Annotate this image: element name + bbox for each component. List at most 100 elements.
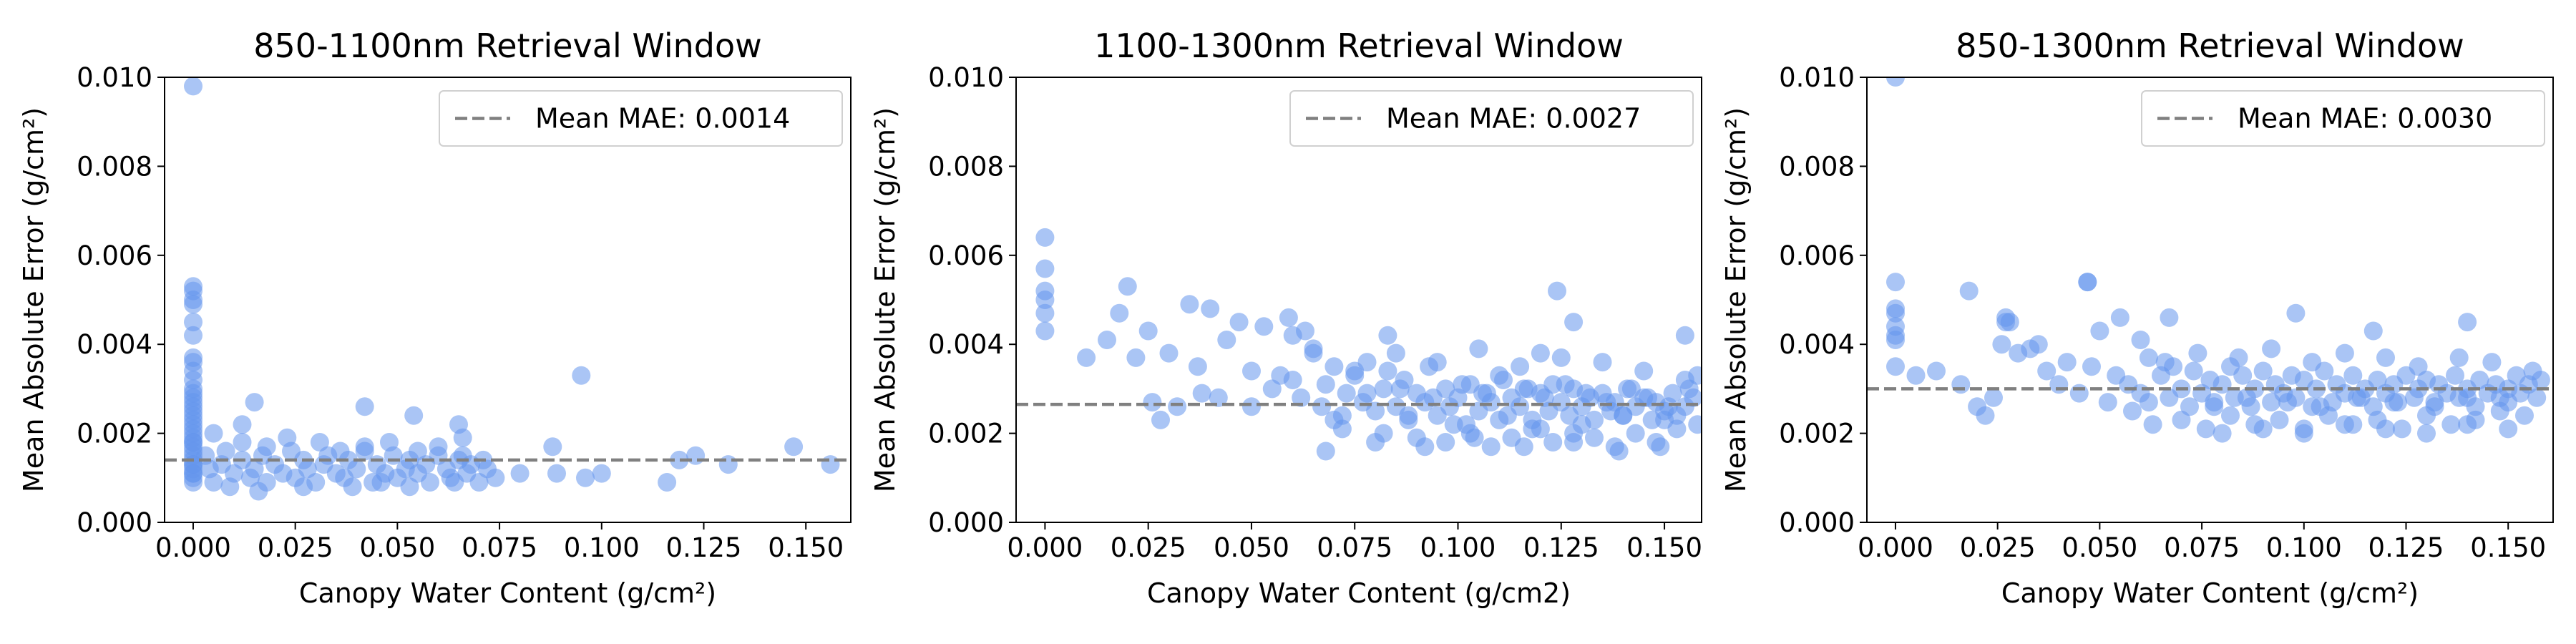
data-point <box>2139 348 2158 367</box>
y-tick-label: 0.000 <box>77 507 152 538</box>
x-tick-label: 0.100 <box>1420 532 1496 563</box>
data-point <box>2262 339 2281 358</box>
data-point <box>1585 428 1604 447</box>
x-tick-label: 0.025 <box>1111 532 1186 563</box>
data-point <box>1345 361 1365 381</box>
y-axis-label: Mean Absolute Error (g/cm²) <box>18 107 49 492</box>
data-point <box>2205 397 2224 416</box>
legend: Mean MAE: 0.0030 <box>2141 90 2545 147</box>
y-tick-label: 0.010 <box>928 62 1004 93</box>
data-point <box>2082 357 2101 376</box>
data-point <box>343 477 362 497</box>
data-point <box>184 295 203 314</box>
data-point <box>1976 406 1995 425</box>
chart-panel-3: 0.000 0.025 0.050 0.075 0.100 0.125 0.150 0.000… <box>1720 26 2554 609</box>
data-point <box>1378 361 1397 381</box>
data-point <box>2368 371 2387 389</box>
data-point <box>1511 357 1530 376</box>
data-point <box>1304 339 1323 358</box>
chart-title: 1100-1300nm Retrieval Window <box>1094 26 1624 65</box>
data-point <box>1564 433 1584 452</box>
data-point <box>298 459 317 479</box>
data-point <box>1572 415 1591 434</box>
data-point <box>347 459 366 479</box>
data-point <box>1242 397 1261 416</box>
scatter-points <box>1035 228 1702 461</box>
data-point <box>2160 308 2179 327</box>
legend-box <box>1289 90 1694 147</box>
data-point <box>2482 353 2502 372</box>
data-point <box>1324 357 1344 376</box>
data-point <box>2090 321 2109 341</box>
x-tick-label: 0.150 <box>1626 532 1702 563</box>
data-point <box>1378 326 1397 345</box>
legend: Mean MAE: 0.0014 <box>439 90 843 147</box>
data-point <box>1675 371 1694 389</box>
data-point <box>2458 313 2477 332</box>
data-point <box>1423 388 1443 407</box>
data-point <box>257 437 276 457</box>
data-point <box>1399 406 1418 425</box>
y-tick-label: 0.002 <box>77 419 152 449</box>
data-point <box>718 455 738 474</box>
legend-box <box>2141 90 2545 147</box>
data-point <box>2449 348 2469 367</box>
data-point <box>2515 406 2534 425</box>
data-point <box>404 406 424 425</box>
data-point <box>1357 384 1377 403</box>
y-tick-label: 0.008 <box>77 151 152 182</box>
data-point <box>2384 393 2404 412</box>
x-tick-label: 0.075 <box>1317 532 1392 563</box>
data-point <box>2303 353 2322 372</box>
data-point <box>1180 295 1199 314</box>
data-point <box>233 415 252 434</box>
data-point <box>2441 415 2461 434</box>
data-point <box>2425 397 2444 416</box>
data-point <box>1188 357 1207 376</box>
data-point <box>2212 424 2232 443</box>
data-point <box>2278 393 2297 412</box>
data-point <box>2470 371 2489 389</box>
data-point <box>1035 303 1055 323</box>
data-point <box>1886 273 1905 292</box>
plot-frame <box>1866 77 2554 523</box>
chart-panel-1: 0.000 0.025 0.050 0.075 0.100 0.125 0.150 0.000… <box>18 26 852 609</box>
data-point <box>1535 388 1554 407</box>
data-point <box>1556 375 1575 394</box>
x-tick-label: 0.100 <box>2266 532 2342 563</box>
data-point <box>204 473 223 492</box>
data-point <box>1886 303 1905 323</box>
data-point <box>1444 415 1463 434</box>
data-point <box>469 473 489 492</box>
data-point <box>400 477 419 497</box>
data-point <box>2253 419 2273 439</box>
data-point <box>1436 433 1455 452</box>
data-point <box>1469 339 1488 358</box>
legend-label: Mean MAE: 0.0030 <box>2238 103 2492 135</box>
data-point <box>1531 343 1550 363</box>
y-tick-label: 0.010 <box>1779 62 1855 93</box>
data-point <box>1551 393 1571 412</box>
data-point <box>1035 321 1055 341</box>
data-point <box>686 446 706 465</box>
data-point <box>1597 393 1616 412</box>
data-point <box>1292 388 1311 407</box>
data-point <box>2069 384 2089 403</box>
x-tick-label: 0.000 <box>1007 532 1083 563</box>
data-point <box>2029 335 2048 354</box>
data-point <box>1614 406 1633 425</box>
data-point <box>1951 375 1971 394</box>
y-tick-label: 0.004 <box>1779 329 1855 360</box>
data-point <box>1077 348 1096 367</box>
data-point <box>331 441 350 461</box>
data-point <box>2311 397 2330 416</box>
chart-title: 850-1100nm Retrieval Window <box>253 26 761 65</box>
data-point <box>2363 321 2383 341</box>
data-point <box>1035 228 1055 247</box>
x-tick-label: 0.025 <box>258 532 333 563</box>
y-tick-label: 0.000 <box>928 507 1004 538</box>
data-point <box>2139 393 2158 412</box>
data-point <box>1324 410 1344 429</box>
x-tick-label: 0.050 <box>2062 532 2137 563</box>
x-tick-label: 0.050 <box>1214 532 1289 563</box>
